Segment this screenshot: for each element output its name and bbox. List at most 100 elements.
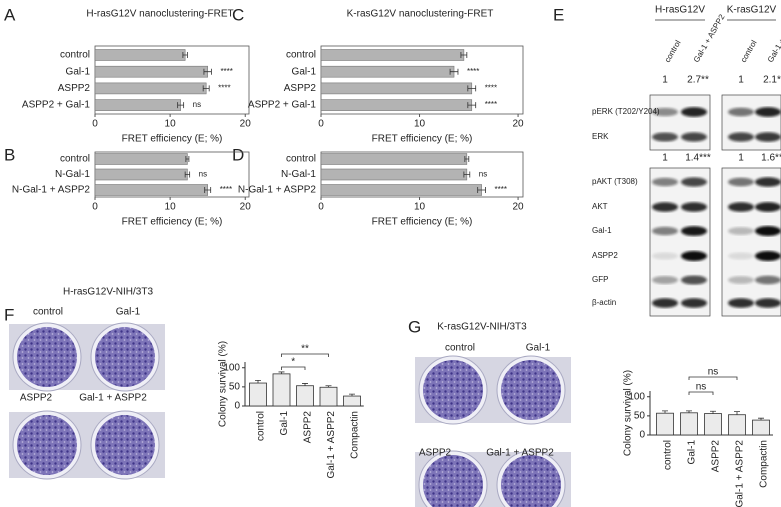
blot-band: [755, 132, 781, 142]
plate-label: ASPP2: [20, 393, 53, 404]
bar: [296, 385, 314, 407]
category-label: control: [60, 154, 90, 165]
x-tick-label: Compactin: [350, 411, 361, 459]
x-tick-label: Compactin: [759, 440, 770, 488]
significance-label: ****: [220, 185, 232, 194]
category-label: N-Gal-1: [55, 169, 90, 180]
blot-frame: [649, 167, 711, 317]
bar: [272, 373, 291, 407]
blot-band: [755, 177, 781, 187]
bar: [320, 99, 473, 111]
x-tick-label: 20: [240, 202, 252, 213]
y-tick-label: 50: [229, 382, 241, 393]
quantification: 2.7**: [687, 75, 709, 86]
significance-label: ****: [485, 84, 497, 93]
blot-band: [728, 177, 754, 187]
blot-band: [652, 226, 678, 236]
blot-band: [681, 202, 707, 212]
quantification: 1.6**: [761, 153, 781, 164]
x-tick-label: 0: [92, 119, 98, 130]
plot-frame: [320, 45, 524, 115]
blot-band: [681, 226, 707, 236]
panel-letter: E: [553, 5, 564, 24]
blot-row-label: ASPP2: [592, 251, 618, 260]
significance-label: ****: [485, 100, 497, 109]
category-label: Gal-1: [292, 66, 317, 77]
blot-band: [728, 107, 754, 117]
significance-label: ****: [495, 185, 507, 194]
panel-letter: G: [408, 317, 421, 336]
blot-row-label: pAKT (T308): [592, 177, 638, 186]
x-tick-label: Gal-1: [279, 411, 290, 436]
error-bar: [758, 417, 764, 421]
x-tick-label: 10: [165, 119, 177, 130]
plate-colonies: [501, 455, 561, 507]
x-axis-label: FRET efficiency (E; %): [372, 134, 473, 145]
x-tick-label: 20: [513, 119, 525, 130]
x-tick-label: 10: [414, 202, 426, 213]
error-bar: [662, 410, 668, 414]
category-label: control: [60, 50, 90, 61]
blot-row-label: β-actin: [592, 298, 616, 307]
blot-band: [755, 275, 781, 285]
bar: [320, 168, 468, 181]
blot-header: K-rasG12V: [727, 5, 777, 16]
error-bar: [449, 68, 459, 75]
quantification: 1: [738, 75, 744, 86]
error-bar: [467, 102, 477, 109]
error-bar: [302, 383, 308, 386]
x-tick-label: 10: [165, 202, 177, 213]
significance-label: *: [291, 357, 295, 368]
bar: [680, 412, 698, 436]
plate-label: Gal-1: [526, 343, 551, 354]
bar: [704, 413, 722, 436]
bar: [320, 184, 482, 196]
blot-band: [652, 298, 678, 308]
blot-band: [755, 251, 781, 261]
blot-header: H-rasG12V: [655, 5, 705, 16]
error-bar: [278, 371, 285, 374]
assay-title: H-rasG12V-NIH/3T3: [63, 287, 153, 298]
blot-row-label: GFP: [592, 275, 608, 284]
blot-band: [652, 107, 678, 117]
y-tick-label: 0: [639, 430, 645, 441]
error-bar: [325, 385, 332, 388]
x-tick-label: Gal-1: [687, 440, 698, 465]
significance-label: ns: [696, 382, 707, 393]
y-tick-label: 100: [628, 391, 645, 402]
x-tick-label: 10: [414, 119, 426, 130]
significance-label: ****: [220, 67, 232, 76]
error-bar: [203, 68, 212, 75]
plate-colonies: [17, 415, 77, 475]
x-tick-label: ASPP2: [711, 440, 722, 473]
bar: [752, 419, 770, 436]
bar: [94, 99, 181, 111]
significance-bracket: [281, 353, 329, 357]
y-tick-label: 50: [634, 411, 646, 422]
bar: [320, 153, 468, 165]
bar: [94, 49, 186, 61]
blot-band: [728, 298, 754, 308]
significance-label: ns: [193, 100, 201, 109]
x-tick-label: control: [663, 440, 674, 470]
significance-label: ns: [708, 367, 719, 378]
error-bar: [467, 85, 477, 92]
category-label: N-Gal-1 + ASPP2: [12, 185, 91, 196]
x-axis-label: FRET efficiency (E; %): [122, 134, 223, 145]
x-axis-label: FRET efficiency (E; %): [122, 217, 223, 228]
panel-letter: D: [232, 145, 244, 164]
significance-label: **: [301, 344, 309, 355]
plate-label: ASPP2: [419, 448, 452, 459]
x-tick-label: control: [256, 411, 267, 441]
category-label: ASPP2 + Gal-1: [22, 100, 91, 111]
y-tick-label: 0: [234, 401, 240, 412]
bar: [656, 412, 674, 436]
bar: [320, 49, 465, 61]
significance-label: ns: [479, 170, 487, 179]
blot-band: [652, 177, 678, 187]
panel-letter: A: [4, 5, 16, 24]
category-label: N-Gal-1: [281, 169, 316, 180]
lane-label: control: [663, 39, 683, 64]
blot-row-label: AKT: [592, 202, 608, 211]
